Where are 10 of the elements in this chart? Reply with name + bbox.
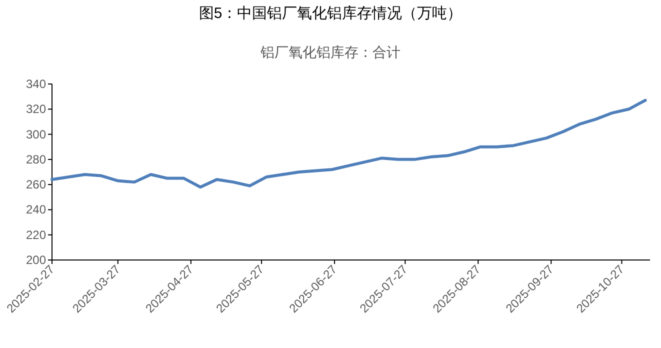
- y-tick-label: 260: [26, 178, 46, 192]
- y-tick-label: 280: [26, 152, 46, 166]
- y-tick-label: 200: [26, 253, 46, 267]
- y-tick-label: 220: [26, 228, 46, 242]
- y-tick-label: 320: [26, 102, 46, 116]
- y-tick-label: 300: [26, 127, 46, 142]
- chart-title: 图5：中国铝厂氧化铝库存情况（万吨）: [198, 5, 462, 22]
- y-tick-label: 240: [26, 202, 46, 217]
- chart-subtitle: 铝厂氧化铝库存：合计: [260, 44, 400, 60]
- y-tick-label: 340: [26, 77, 46, 91]
